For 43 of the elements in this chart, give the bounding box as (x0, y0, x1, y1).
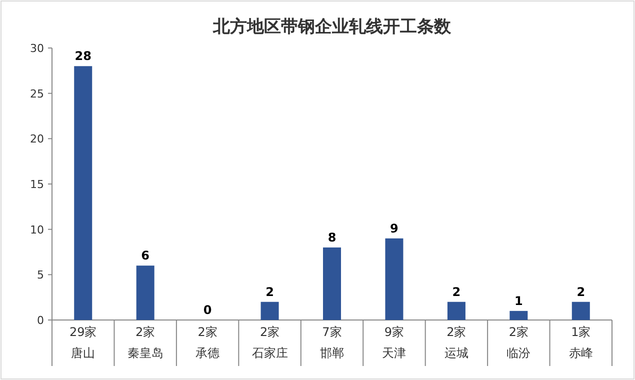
text: 2家 (508, 325, 528, 339)
data-label: 1 (514, 294, 523, 308)
bar (323, 247, 341, 320)
data-label: 9 (390, 221, 398, 236)
text: 2家 (198, 325, 218, 339)
bar (385, 238, 404, 320)
text: 1家 (571, 325, 591, 339)
x-tick-label: 承德 (196, 346, 220, 360)
data-label: 2 (452, 284, 461, 299)
x-tick-label: 赤峰 (568, 346, 593, 360)
bar (510, 310, 528, 320)
bar (260, 302, 279, 320)
text: 2家 (446, 325, 466, 339)
bar (572, 302, 590, 320)
y-tick-label: 15 (30, 178, 44, 191)
data-label: 28 (74, 49, 92, 64)
x-tick-label: 唐山 (71, 346, 96, 360)
y-tick-label: 20 (30, 132, 44, 146)
x-tick-label: 天津 (382, 346, 406, 360)
text: 9家 (384, 325, 404, 339)
y-tick-label: 10 (30, 223, 44, 236)
text: 2家 (260, 325, 280, 339)
data-label: 8 (328, 230, 336, 244)
x-tick-label: 临汾 (506, 346, 531, 360)
data-label: 2 (266, 284, 274, 299)
y-tick-label: 25 (30, 87, 44, 100)
x-tick-label: 运城 (444, 346, 468, 360)
y-tick-label: 0 (37, 314, 44, 327)
bar (136, 266, 154, 320)
data-label: 0 (203, 303, 212, 317)
bar (74, 66, 92, 320)
y-tick-label: 30 (30, 42, 44, 55)
chart-title: 北方地区带钢企业轧线开工条数 (212, 17, 452, 37)
text: 2家 (136, 325, 156, 339)
text: 29家 (69, 325, 97, 339)
text: 7家 (322, 325, 342, 339)
data-label: 6 (141, 248, 150, 263)
data-label: 2 (576, 284, 586, 299)
x-tick-label: 邯郸 (320, 346, 344, 360)
y-tick-label: 5 (37, 268, 44, 282)
x-tick-label: 石家庄 (252, 346, 288, 360)
bar (447, 302, 466, 320)
x-tick-label: 秦皇岛 (127, 346, 164, 360)
